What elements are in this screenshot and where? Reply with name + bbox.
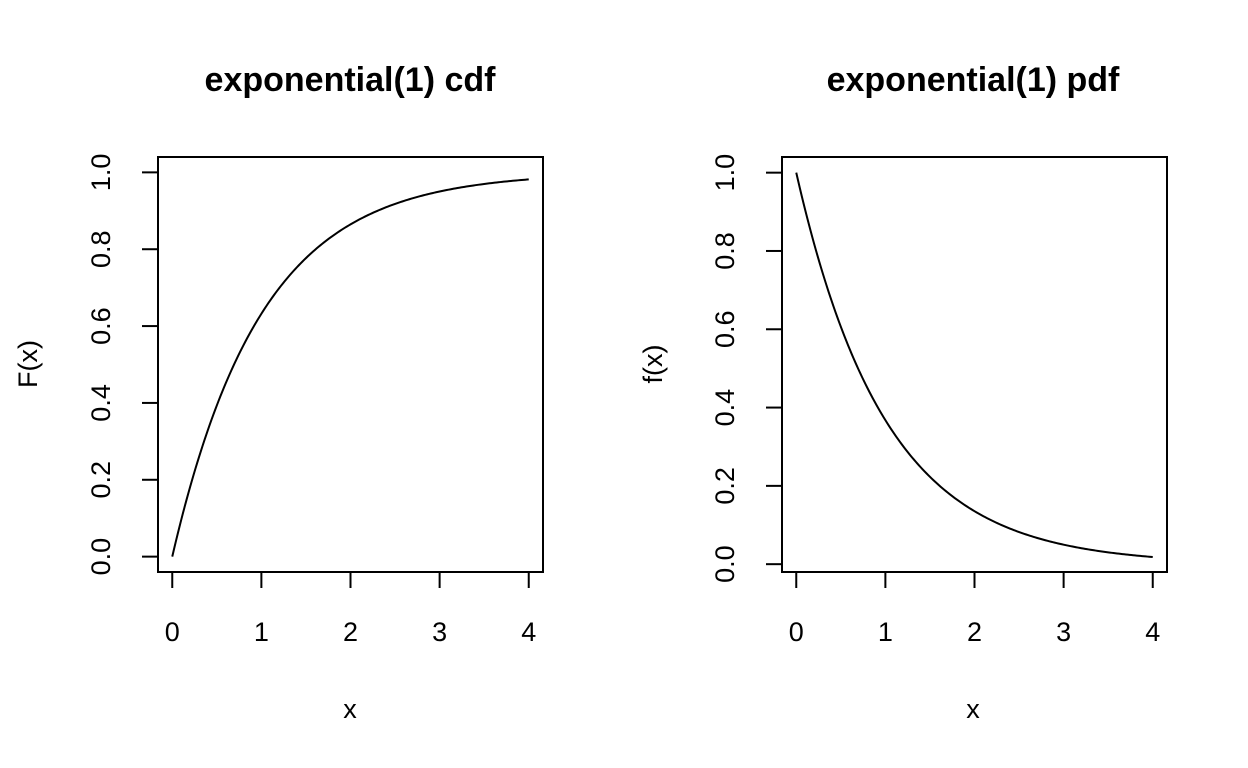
cdf-x-tick-label: 3 (432, 617, 447, 647)
cdf-x-axis-title: x (343, 694, 357, 724)
cdf-y-tick-label: 0.6 (86, 307, 116, 345)
pdf-x-axis: 0 1 2 3 4 (789, 571, 1160, 647)
cdf-x-axis: 0 1 2 3 4 (165, 571, 536, 647)
cdf-x-tick-label: 0 (165, 617, 180, 647)
pdf-y-tick-label: 0.6 (710, 310, 740, 348)
cdf-plot-frame (157, 156, 544, 573)
pdf-x-tick-label: 3 (1056, 617, 1071, 647)
cdf-y-axis-title: F(x) (13, 340, 43, 388)
cdf-y-tick-label: 0.0 (86, 538, 116, 576)
cdf-x-tick-label: 1 (254, 617, 269, 647)
cdf-y-tick-label: 0.2 (86, 461, 116, 499)
cdf-y-tick-label: 0.4 (86, 384, 116, 422)
cdf-curve (171, 178, 529, 557)
cdf-y-tick-label: 1.0 (86, 154, 116, 192)
pdf-x-tick-label: 1 (878, 617, 893, 647)
pdf-y-tick-label: 1.0 (710, 154, 740, 192)
pdf-x-axis-title: x (966, 694, 980, 724)
cdf-title: exponential(1) cdf (205, 61, 497, 99)
pdf-plot-frame (781, 156, 1168, 573)
cdf-y-axis: 0.0 0.2 0.4 0.6 0.8 1.0 (86, 154, 159, 576)
pdf-curve (795, 172, 1153, 558)
cdf-y-tick-label: 0.8 (86, 230, 116, 268)
pdf-x-tick-label: 2 (967, 617, 982, 647)
cdf-x-tick-label: 4 (521, 617, 536, 647)
pdf-x-tick-label: 0 (789, 617, 804, 647)
pdf-y-tick-label: 0.0 (710, 545, 740, 583)
cdf-x-tick-label: 2 (343, 617, 358, 647)
pdf-panel: exponential(1) pdf 0 1 2 3 4 0.0 0.2 0.4 0.6 0.8… (638, 61, 1168, 724)
pdf-y-axis: 0.0 0.2 0.4 0.6 0.8 1.0 (710, 154, 783, 583)
pdf-y-tick-label: 0.8 (710, 232, 740, 270)
pdf-y-axis-title: f(x) (638, 345, 668, 384)
pdf-title: exponential(1) pdf (827, 61, 1120, 99)
pdf-x-tick-label: 4 (1145, 617, 1160, 647)
cdf-panel: exponential(1) cdf 0 1 2 3 4 0.0 0.2 0.4 0.6 0.8… (13, 61, 544, 724)
pdf-y-tick-label: 0.4 (710, 389, 740, 427)
pdf-y-tick-label: 0.2 (710, 467, 740, 505)
